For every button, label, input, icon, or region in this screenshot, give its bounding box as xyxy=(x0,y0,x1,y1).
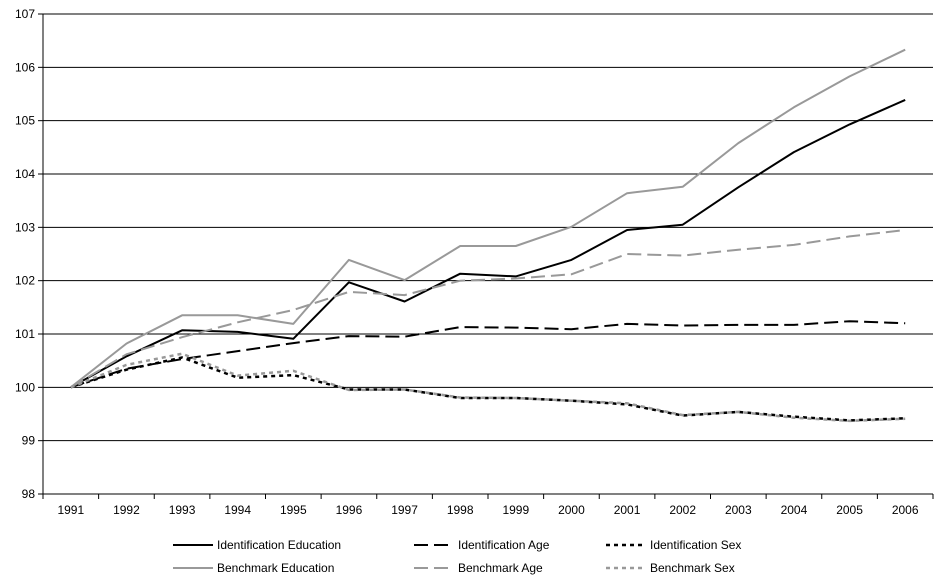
y-tick-label: 107 xyxy=(15,7,35,21)
x-tick-label: 1998 xyxy=(447,503,474,517)
x-tick-label: 1993 xyxy=(169,503,196,517)
y-tick-label: 105 xyxy=(15,114,35,128)
x-tick-label: 1994 xyxy=(224,503,251,517)
axes xyxy=(42,14,933,495)
legend-label: Identification Education xyxy=(217,538,341,552)
y-tick-label: 102 xyxy=(15,274,35,288)
x-tick-label: 1992 xyxy=(113,503,140,517)
gridlines xyxy=(43,13,933,495)
legend-label: Benchmark Sex xyxy=(650,561,735,575)
x-tick-label: 1997 xyxy=(391,503,418,517)
x-tick-label: 1995 xyxy=(280,503,307,517)
legend-item: Benchmark Education xyxy=(173,561,334,575)
x-tick-label: 1996 xyxy=(336,503,363,517)
legend-label: Identification Sex xyxy=(650,538,741,552)
series-line-benchmark-education xyxy=(70,48,906,389)
x-tick-label: 2002 xyxy=(669,503,696,517)
legend-label: Benchmark Education xyxy=(217,561,334,575)
y-tick-label: 100 xyxy=(15,380,35,394)
series-lines xyxy=(70,48,906,423)
y-tick-label: 99 xyxy=(22,434,36,448)
series-line-benchmark-age xyxy=(70,229,906,389)
legend: Identification Education Benchmark Educat… xyxy=(173,538,741,575)
legend-item: Identification Sex xyxy=(606,538,741,552)
x-tick-label: 2005 xyxy=(836,503,863,517)
x-axis-ticks: 1991 1992 1993 1994 1995 1996 1997 1998 1999 2000… xyxy=(42,494,934,517)
y-tick-label: 106 xyxy=(15,60,35,74)
y-tick-label: 103 xyxy=(15,220,35,234)
y-tick-label: 101 xyxy=(15,327,35,341)
x-tick-label: 2006 xyxy=(892,503,919,517)
x-tick-label: 2004 xyxy=(781,503,808,517)
legend-item: Benchmark Sex xyxy=(606,561,735,575)
series-line-identification-age xyxy=(70,320,906,389)
series-line-benchmark-sex xyxy=(70,352,906,423)
series-line-identification-education xyxy=(70,98,906,389)
x-tick-label: 1999 xyxy=(502,503,529,517)
y-tick-label: 104 xyxy=(15,167,35,181)
x-tick-label: 2003 xyxy=(725,503,752,517)
legend-label: Benchmark Age xyxy=(458,561,543,575)
y-tick-label: 98 xyxy=(22,487,36,501)
legend-item: Identification Age xyxy=(414,538,550,552)
y-axis-ticks: 98 99 100 101 102 103 104 105 106 107 xyxy=(15,7,43,501)
x-tick-label: 2001 xyxy=(614,503,641,517)
legend-label: Identification Age xyxy=(458,538,550,552)
legend-item: Benchmark Age xyxy=(414,561,543,575)
x-tick-label: 2000 xyxy=(558,503,585,517)
x-tick-label: 1991 xyxy=(57,503,84,517)
legend-item: Identification Education xyxy=(173,538,341,552)
series-line-identification-sex xyxy=(70,356,906,422)
